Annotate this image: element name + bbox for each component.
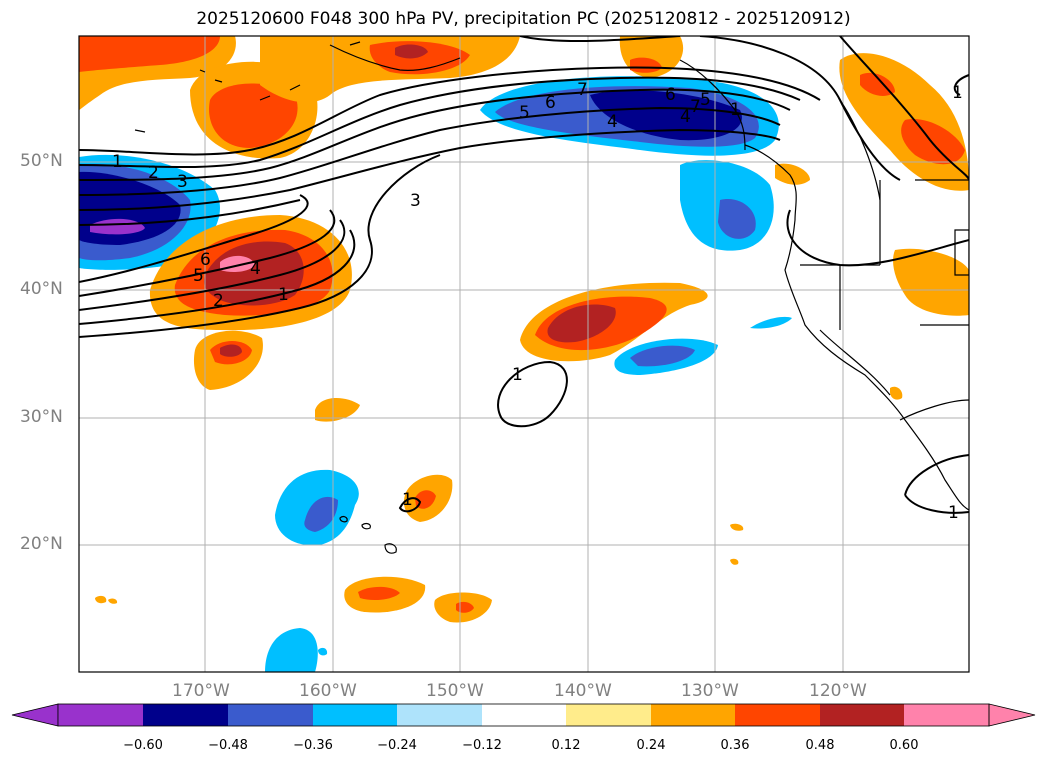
colorbar-swatch	[313, 704, 397, 726]
colorbar-swatch	[820, 704, 904, 726]
colorbar-tick: 0.24	[636, 738, 666, 753]
contour-label: 1	[112, 152, 123, 172]
colorbar-max-extension	[988, 703, 1036, 727]
contour-label: 6	[665, 85, 676, 105]
lon-label: 170°W	[172, 681, 230, 701]
contour-label: 1	[952, 83, 963, 103]
colorbar-swatch	[143, 704, 228, 726]
contour-label: 2	[213, 291, 224, 311]
map-frame	[78, 35, 970, 673]
lon-label: 140°W	[554, 681, 612, 701]
colorbar-swatch	[566, 704, 651, 726]
colorbar	[11, 703, 1036, 727]
colorbar-tick: −0.24	[377, 738, 417, 753]
contour-label: 7	[577, 80, 588, 100]
pv-contours	[79, 36, 969, 514]
contour-label: 4	[250, 259, 261, 279]
contour-label: 6	[200, 250, 211, 270]
colorbar-swatch	[228, 704, 313, 726]
contour-label: 4	[607, 112, 618, 132]
lon-label: 130°W	[681, 681, 739, 701]
contour-label: 6	[545, 93, 556, 113]
colorbar-tick: 0.36	[720, 738, 750, 753]
colorbar-tick: 0.12	[551, 738, 581, 753]
contour-label: 5	[700, 90, 711, 110]
colorbar-tick: 0.60	[889, 738, 919, 753]
contour-labels: 1 2 3 4 5 6 7 1 3 4 5 6 7 1 2 4 5 6 1 1 …	[112, 80, 963, 523]
colorbar-swatch	[482, 704, 566, 726]
lat-label: 40°N	[20, 279, 63, 299]
contour-label: 3	[177, 172, 188, 192]
contour-label: 1	[512, 365, 523, 385]
precipitation-anomaly-fills	[79, 36, 969, 672]
colorbar-swatch	[397, 704, 482, 726]
colorbar-swatch	[58, 704, 143, 726]
lat-label: 20°N	[20, 534, 63, 554]
contour-label: 1	[402, 490, 413, 510]
contour-label: 5	[193, 266, 204, 286]
lon-label: 160°W	[299, 681, 357, 701]
colorbar-min-extension	[11, 703, 59, 727]
contour-label: 1	[948, 503, 959, 523]
colorbar-tick: −0.60	[123, 738, 163, 753]
lon-label: 120°W	[809, 681, 867, 701]
colorbar-swatch	[651, 704, 735, 726]
contour-label: 7	[690, 97, 701, 117]
contour-label: 3	[410, 191, 421, 211]
lon-label: 150°W	[426, 681, 484, 701]
contour-label: 1	[278, 285, 289, 305]
colorbar-tick: −0.48	[208, 738, 248, 753]
contour-label: 1	[730, 100, 741, 120]
contour-label: 5	[519, 103, 530, 123]
colorbar-tick: −0.12	[462, 738, 502, 753]
lat-label: 30°N	[20, 407, 63, 427]
graticule	[79, 36, 969, 672]
map-title: 2025120600 F048 300 hPa PV, precipitatio…	[196, 9, 851, 29]
contour-label: 2	[148, 163, 159, 183]
lat-label: 50°N	[20, 151, 63, 171]
colorbar-tick: −0.36	[293, 738, 333, 753]
colorbar-frame	[57, 703, 990, 727]
colorbar-tick: 0.48	[805, 738, 835, 753]
colorbar-swatch	[904, 704, 989, 726]
colorbar-swatch	[735, 704, 820, 726]
contour-label: 4	[680, 107, 691, 127]
